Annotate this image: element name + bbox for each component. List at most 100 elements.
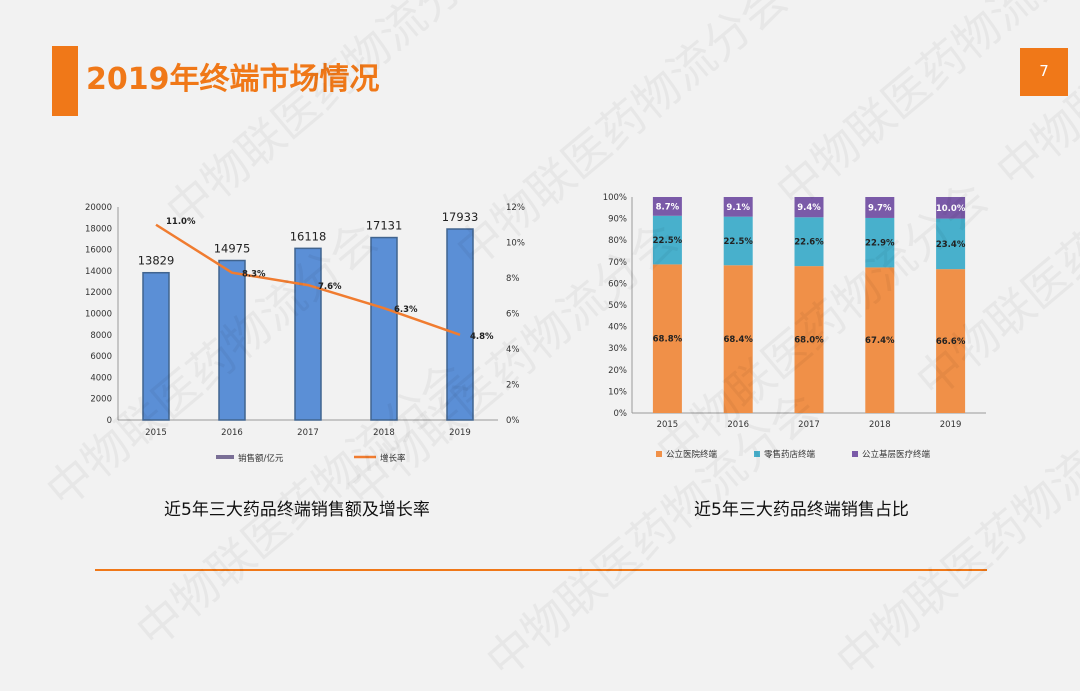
left-y-tick-label: 18000 (85, 224, 112, 234)
share-bar-segment (652, 197, 682, 216)
page-number-badge: 7 (1020, 48, 1068, 96)
y-tick-label: 20% (608, 366, 627, 376)
share-bar-segment (865, 197, 895, 218)
share-bar-segment (865, 267, 895, 413)
terminal-share-chart: 0% 10% 20% 30% 40% 50% 60% 70% 80% 90% 100% 68.8% 22… (603, 193, 986, 460)
growth-rate-label: 7.6% (318, 282, 342, 292)
growth-rate-line (155, 223, 461, 336)
share-data-label: 9.7% (868, 203, 892, 213)
share-bar-segment (794, 217, 824, 267)
share-bar-segment (723, 265, 753, 413)
y-tick-label: 0% (614, 409, 628, 419)
growth-rate-label: 6.3% (394, 305, 418, 315)
sales-bar-label: 14975 (214, 242, 251, 256)
legend-label: 公立基层医疗终端 (862, 449, 931, 460)
y-tick-label: 30% (608, 344, 627, 354)
legend-swatch (656, 451, 662, 457)
x-tick-label: 2018 (869, 420, 891, 430)
growth-rate-label: 11.0% (166, 217, 196, 227)
sales-bar-label: 17131 (366, 219, 403, 233)
y-tick-label: 90% (608, 215, 627, 225)
left-y-tick-label: 0 (107, 416, 112, 426)
share-data-label: 68.0% (794, 336, 824, 346)
right-y-tick-label: 12% (506, 203, 525, 213)
left-y-tick-label: 4000 (90, 373, 112, 383)
right-chart-caption: 近5年三大药品终端销售占比 (694, 500, 909, 520)
left-y-tick-label: 10000 (85, 310, 112, 320)
share-data-label: 9.4% (797, 203, 821, 213)
growth-rate-label: 8.3% (242, 270, 266, 280)
slide-title: 2019年终端市场情况 (86, 62, 380, 97)
share-bar-segment (652, 264, 682, 413)
share-data-label: 68.4% (723, 335, 753, 345)
right-y-tick-label: 8% (506, 274, 520, 284)
share-bar-segment (794, 266, 824, 413)
footer-divider (95, 569, 987, 571)
x-tick-label: 2016 (221, 428, 243, 438)
y-tick-label: 70% (608, 258, 627, 268)
share-bar-segment (723, 216, 753, 266)
share-data-label: 8.7% (656, 202, 680, 212)
y-tick-label: 10% (608, 387, 627, 397)
left-chart-caption: 近5年三大药品终端销售额及增长率 (164, 500, 430, 520)
legend-label-sales: 销售额/亿元 (238, 453, 284, 464)
right-y-tick-label: 6% (506, 310, 520, 320)
left-y-tick-label: 20000 (85, 203, 112, 213)
legend-swatch-sales (216, 455, 234, 459)
share-data-label: 23.4% (936, 240, 966, 250)
share-bar-segment (865, 217, 895, 268)
sales-growth-chart: 0 2000 4000 6000 8000 10000 12000 14000 16000 180… (85, 203, 525, 464)
share-bar-segment (794, 197, 824, 218)
share-data-label: 22.5% (723, 237, 753, 247)
y-tick-label: 100% (603, 193, 627, 203)
share-bar-segment (723, 197, 753, 217)
legend-swatch (754, 451, 760, 457)
share-bar-segment (652, 215, 682, 265)
share-data-label: 66.6% (936, 337, 966, 347)
share-bar-segment (936, 269, 966, 413)
y-tick-label: 40% (608, 323, 627, 333)
legend-swatch (852, 451, 858, 457)
left-y-tick-label: 2000 (90, 395, 112, 405)
sales-bar (370, 236, 398, 421)
right-y-tick-label: 10% (506, 239, 525, 249)
x-tick-label: 2017 (798, 420, 820, 430)
slide: 2019年终端市场情况 7 0 2000 4000 6000 8000 10000 1200… (36, 0, 1080, 688)
left-y-tick-label: 14000 (85, 267, 112, 277)
sales-bar (218, 259, 246, 421)
x-tick-label: 2018 (373, 428, 395, 438)
right-y-tick-label: 2% (506, 381, 520, 391)
share-bar-segment (936, 218, 966, 270)
share-data-label: 68.8% (653, 335, 683, 345)
y-tick-label: 60% (608, 279, 627, 289)
y-tick-label: 80% (608, 236, 627, 246)
left-y-tick-label: 12000 (85, 288, 112, 298)
x-tick-label: 2015 (145, 428, 167, 438)
sales-bar-label: 13829 (138, 254, 175, 268)
share-data-label: 67.4% (865, 336, 895, 346)
title-accent-bar (52, 46, 78, 116)
right-y-tick-label: 0% (506, 416, 520, 426)
share-data-label: 9.1% (726, 203, 750, 213)
share-data-label: 22.6% (794, 238, 824, 248)
x-tick-label: 2019 (449, 428, 471, 438)
sales-bar (446, 228, 474, 421)
share-data-label: 22.9% (865, 239, 895, 249)
sales-bar (294, 247, 322, 421)
sales-bar-label: 17933 (442, 210, 479, 224)
share-data-label: 22.5% (653, 236, 683, 246)
y-tick-label: 50% (608, 301, 627, 311)
x-tick-label: 2017 (297, 428, 319, 438)
growth-rate-label: 4.8% (470, 332, 494, 342)
x-tick-label: 2019 (940, 420, 962, 430)
share-bar-segment (936, 197, 966, 219)
left-y-tick-label: 8000 (90, 331, 112, 341)
share-data-label: 10.0% (936, 204, 966, 214)
x-tick-label: 2015 (657, 420, 679, 430)
legend-label-growth: 增长率 (380, 453, 406, 464)
left-y-tick-label: 6000 (90, 352, 112, 362)
left-y-tick-label: 16000 (85, 246, 112, 256)
sales-bar (142, 271, 170, 421)
x-tick-label: 2016 (727, 420, 749, 430)
legend-label: 零售药店终端 (764, 449, 816, 460)
